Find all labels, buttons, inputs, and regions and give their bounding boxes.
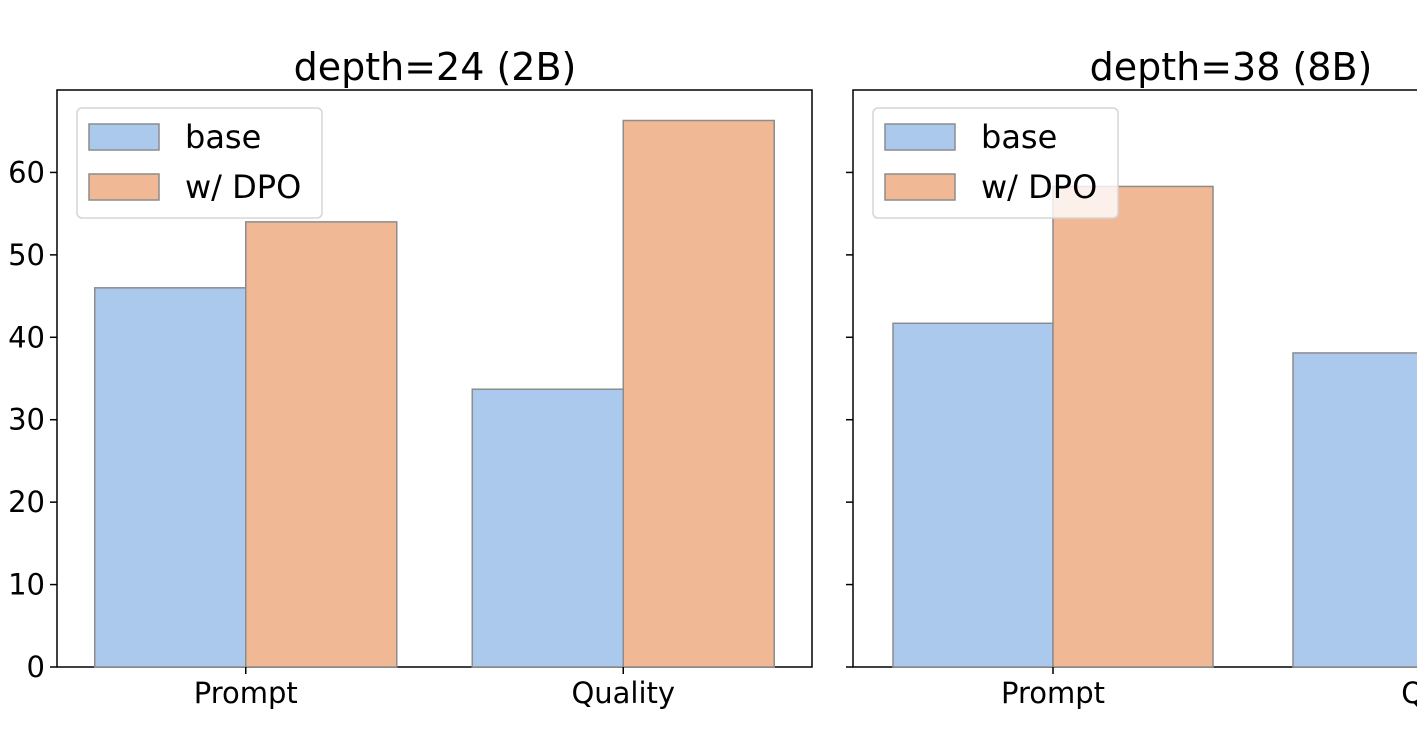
bar-base-quality <box>471 388 624 668</box>
legend-swatch-base <box>884 123 956 151</box>
chart-title: depth=24 (2B) <box>294 45 577 89</box>
legend-swatch-dpo <box>88 173 160 201</box>
bar-base-prompt <box>94 287 247 668</box>
y-tick-label: 40 <box>8 320 45 354</box>
legend-swatch-dpo <box>884 173 956 201</box>
y-tick-label: 20 <box>8 485 45 519</box>
y-tick-label: 10 <box>8 568 45 602</box>
x-tick-label: Quality <box>1401 676 1417 710</box>
y-tick-label: 0 <box>27 650 45 684</box>
plot-frame <box>56 89 813 668</box>
legend-swatch-base <box>88 123 160 151</box>
y-tick-label: 30 <box>8 403 45 437</box>
chart-title: depth=38 (8B) <box>1090 45 1373 89</box>
bar-base-quality <box>1292 352 1417 668</box>
y-tick-label: 60 <box>8 155 45 189</box>
y-tick-label: 50 <box>8 238 45 272</box>
legend-label-dpo: w/ DPO <box>981 168 1097 206</box>
chart-panel-2: Prompt Quality depth=38 (8B) base w/ DPO <box>846 45 1417 710</box>
legend-label-dpo: w/ DPO <box>185 168 301 206</box>
bar-base-prompt <box>892 322 1054 668</box>
x-tick-label: Prompt <box>194 676 298 710</box>
bar-dpo-prompt <box>245 221 398 668</box>
plot-frame <box>852 89 1417 668</box>
legend: base w/ DPO <box>76 107 323 219</box>
bar-dpo-quality <box>622 119 775 668</box>
legend-label-base: base <box>981 118 1057 156</box>
chart-panels: Prompt Quality 0 10 20 30 40 50 60 depth=24 (2B) b… <box>8 45 1417 710</box>
legend-label-base: base <box>185 118 261 156</box>
bar-dpo-prompt <box>1052 185 1214 668</box>
legend: base w/ DPO <box>872 107 1119 219</box>
x-tick-label: Quality <box>571 676 675 710</box>
chart-panel-1: Prompt Quality 0 10 20 30 40 50 60 depth=24 (2B) b… <box>8 45 813 710</box>
x-tick-label: Prompt <box>1001 676 1105 710</box>
